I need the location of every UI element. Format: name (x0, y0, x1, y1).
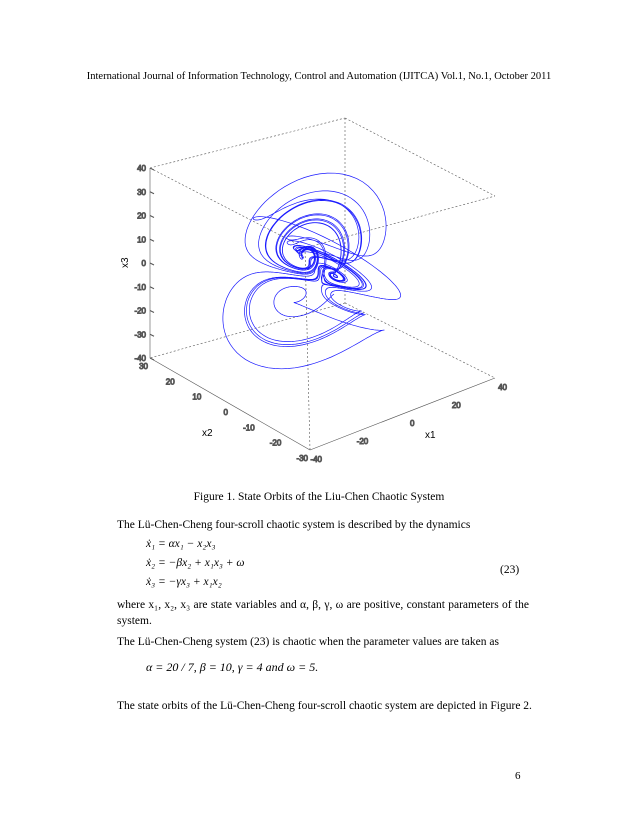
box-edge (344, 117, 496, 197)
y-tick-label: 0 (224, 408, 229, 417)
figure-caption: Figure 1. State Orbits of the Liu-Chen C… (193, 491, 445, 503)
box-edge (149, 117, 346, 169)
figure2-paragraph: The state orbits of the Lü-Chen-Cheng fo… (117, 700, 532, 712)
axis-label-x1: x1 (425, 430, 436, 441)
z-tick-label: -20 (134, 307, 146, 316)
z-tick (149, 357, 155, 361)
y-tick-label: 30 (139, 362, 148, 371)
x-tick-label: -40 (310, 455, 322, 464)
z-tick-label: 0 (142, 259, 147, 268)
chaotic-paragraph: The Lü-Chen-Cheng system (23) is chaotic… (117, 636, 499, 648)
axis-label-x3: x3 (120, 257, 131, 268)
z-tick (149, 286, 155, 290)
z-tick-label: 20 (137, 212, 146, 221)
z-tick-label: -10 (134, 283, 146, 292)
z-tick (149, 191, 155, 195)
y-tick-label: 20 (166, 377, 175, 386)
z-tick-label: -40 (134, 354, 146, 363)
x-tick-label: 20 (452, 401, 461, 410)
z-tick-label: 10 (137, 235, 146, 244)
axes-box (149, 117, 496, 451)
z-tick-label: 40 (137, 164, 146, 173)
y-tick-label: -10 (243, 423, 255, 432)
z-tick (149, 238, 155, 242)
z-tick (149, 167, 155, 171)
where-paragraph: where x₁, x₂, x₃ are state variables and… (117, 599, 529, 627)
running-header: International Journal of Information Tec… (86, 71, 552, 82)
z-tick (149, 262, 155, 266)
box-edge (149, 302, 346, 359)
z-tick-label: -30 (134, 330, 146, 339)
z-tick (149, 310, 155, 313)
axis-label-x2: x2 (202, 428, 213, 439)
box-edge (304, 247, 311, 451)
z-tick (149, 215, 155, 218)
z-tick (149, 333, 155, 337)
equation-2: ẋ₂ = −βx₂ + x₁x₃ + ω (146, 557, 245, 569)
x-axis (309, 377, 496, 451)
x-tick-label: 0 (410, 419, 415, 428)
box-edge (344, 302, 496, 379)
x-tick-label: 40 (498, 383, 507, 392)
x-tick-label: -20 (357, 437, 369, 446)
y-axis (149, 357, 311, 451)
y-tick-label: -20 (270, 439, 282, 448)
intro-paragraph: The Lü-Chen-Cheng four-scroll chaotic sy… (117, 519, 471, 531)
chaotic-orbit (222, 172, 402, 370)
parameter-values: α = 20 / 7, β = 10, γ = 4 and ω = 5. (146, 660, 319, 674)
y-tick-label: 10 (192, 393, 201, 402)
equation-number: (23) (500, 564, 520, 576)
box-edge (149, 167, 306, 249)
orbit-path (222, 172, 402, 370)
z-tick-label: 30 (137, 188, 146, 197)
equation-1: ẋ₁ = αx₁ − x₂x₃ (146, 538, 216, 550)
equation-3: ẋ₃ = −γx₃ + x₁x₂ (146, 576, 222, 588)
page-number: 6 (515, 770, 521, 782)
y-tick-label: -30 (296, 454, 308, 463)
box-edge (304, 195, 496, 249)
